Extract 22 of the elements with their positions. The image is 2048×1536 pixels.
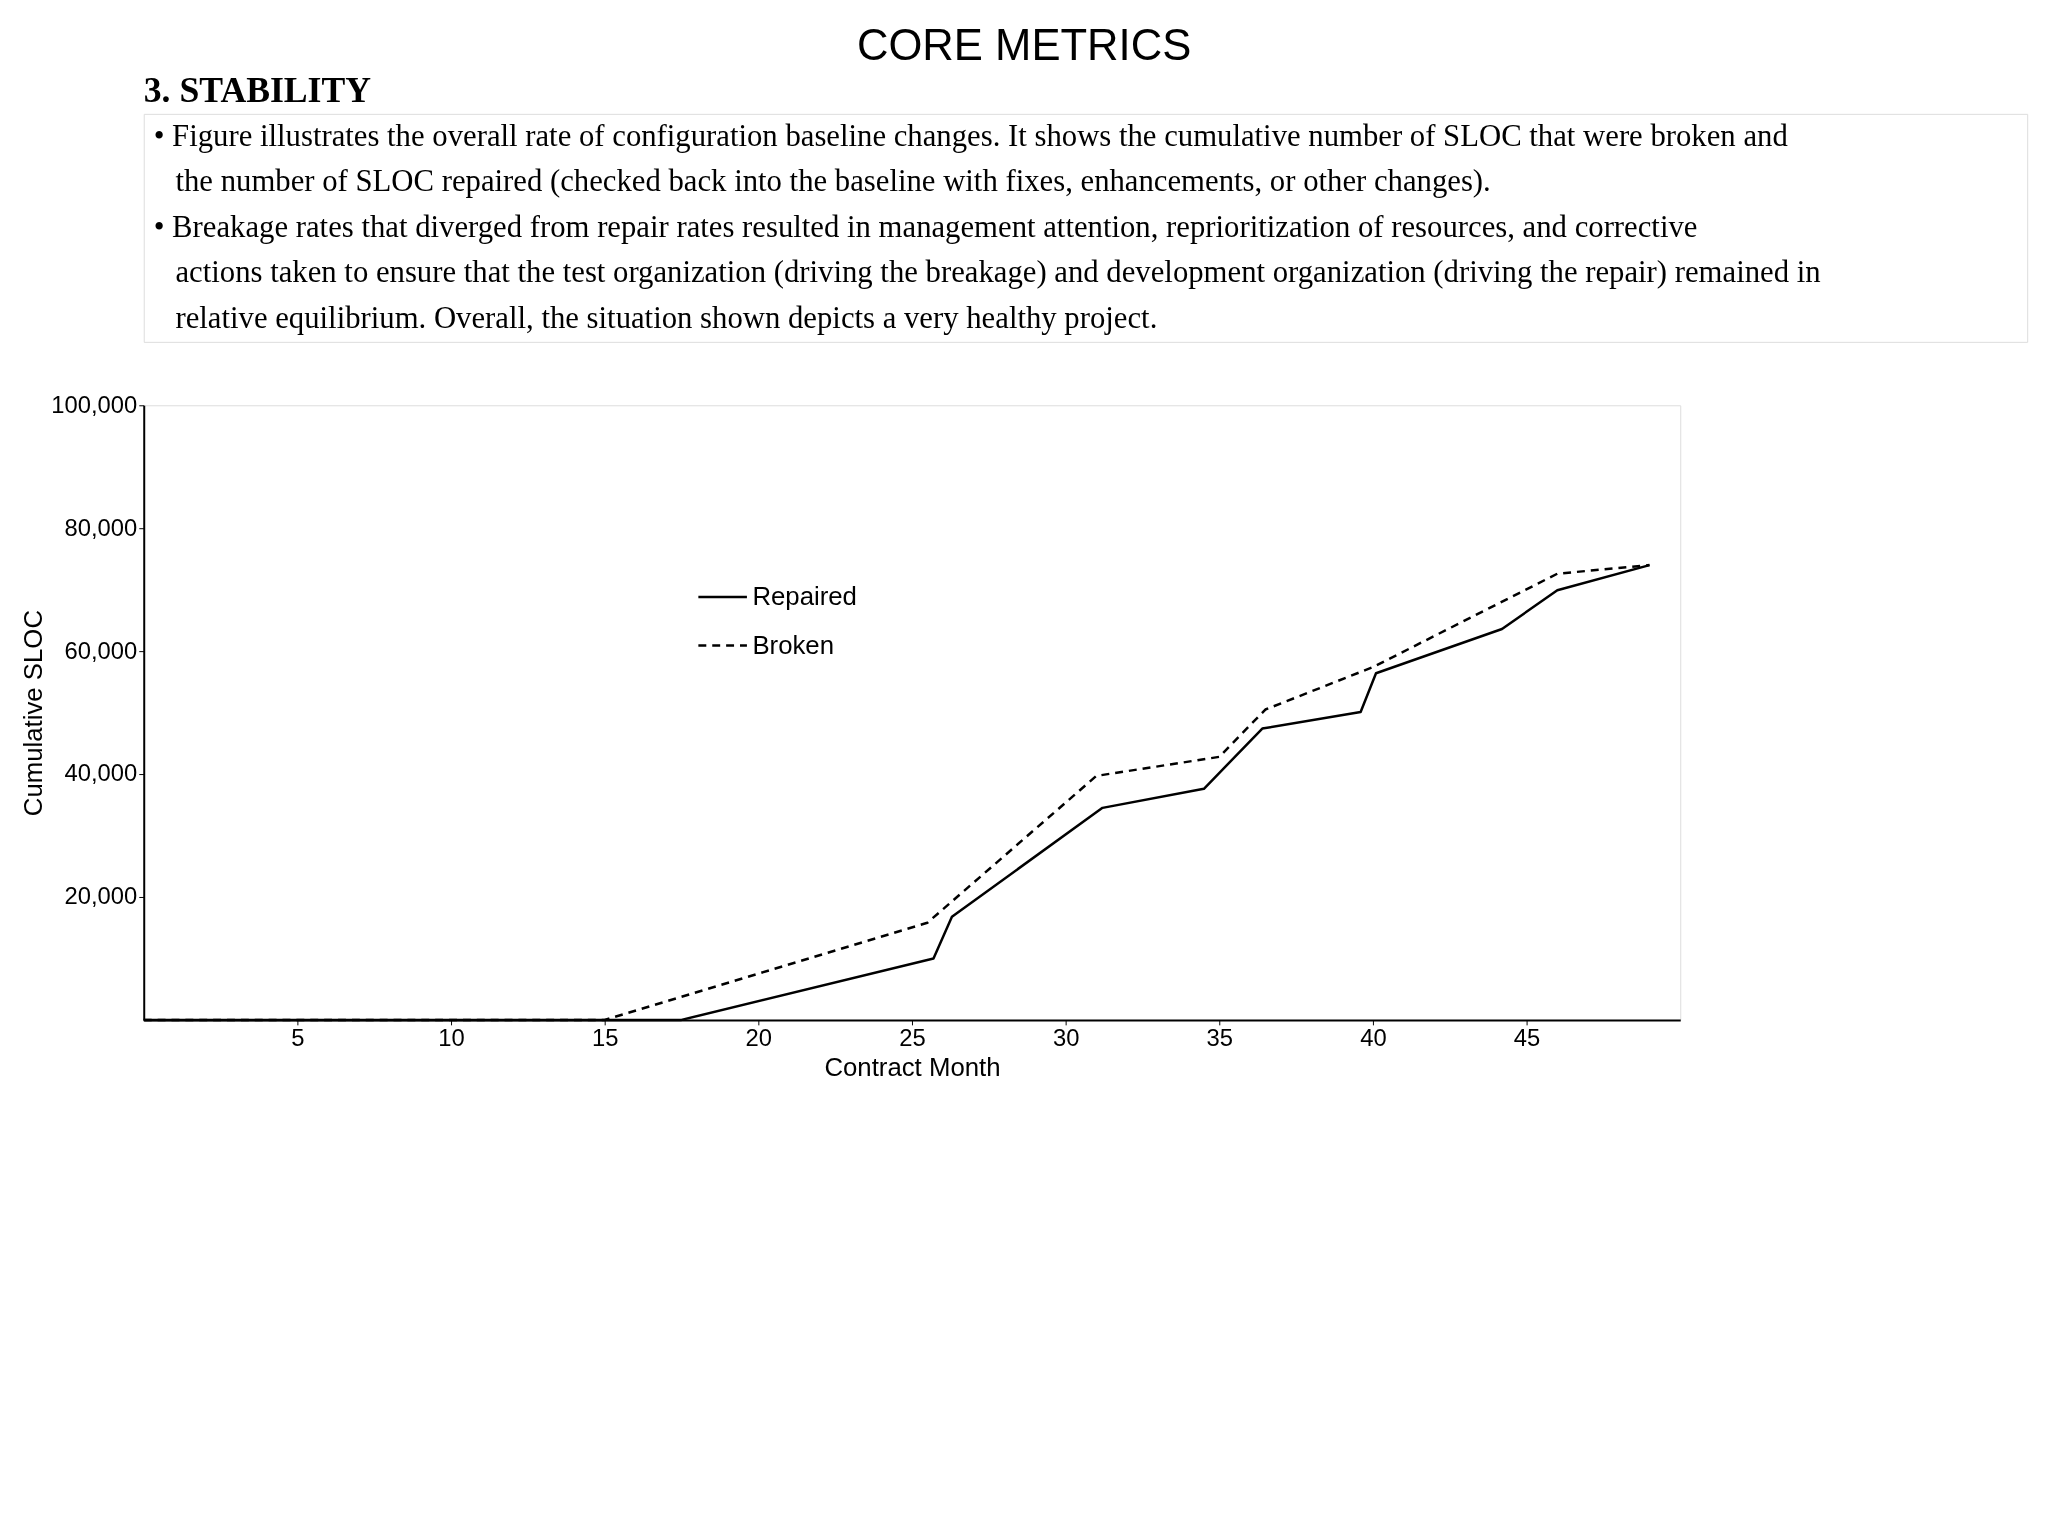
chart-subtitle: 3. STABILITY [143, 69, 372, 110]
legend-label: Broken [752, 630, 835, 659]
x-tick-label: 30 [1052, 1024, 1080, 1052]
x-tick-label: 25 [899, 1024, 926, 1052]
x-tick-label: 20 [745, 1024, 773, 1052]
text: • Breakage rates that diverged from repair rates resulted in management attention, reprioritization of resources, and corrective actions taken to ensure that the test organization (driving the breakage) and development organization (driving the repair) remained in relative equilibrium. Overall, the situation shown depicts a very healthy project. [153, 209, 1821, 335]
x-tick-label: 5 [291, 1024, 305, 1052]
y-tick-label: 80,000 [64, 513, 138, 541]
y-tick-label: 40,000 [64, 759, 138, 787]
x-tick-label: 35 [1206, 1024, 1234, 1052]
x-axis-title: Contract Month [824, 1052, 1001, 1081]
chart-title: CORE METRICS [856, 20, 1192, 69]
x-tick-label: 45 [1513, 1024, 1541, 1052]
y-tick-label: 60,000 [64, 636, 138, 664]
y-tick-label: 20,000 [64, 882, 138, 910]
legend-label: Repaired [752, 581, 857, 610]
x-tick-label: 40 [1360, 1024, 1387, 1052]
x-tick-label: 10 [438, 1024, 465, 1052]
y-tick-label: 100,000 [51, 390, 138, 418]
y-axis-title: Cumulative SLOC [19, 609, 48, 817]
text: • Figure illustrates the overall rate of configuration baseline changes. It shows the cumulative number of SLOC that were broken and the number of SLOC repaired (checked back into the baseline with fixes, enhancements, or other changes). [153, 118, 1788, 199]
x-tick-label: 15 [591, 1024, 619, 1052]
